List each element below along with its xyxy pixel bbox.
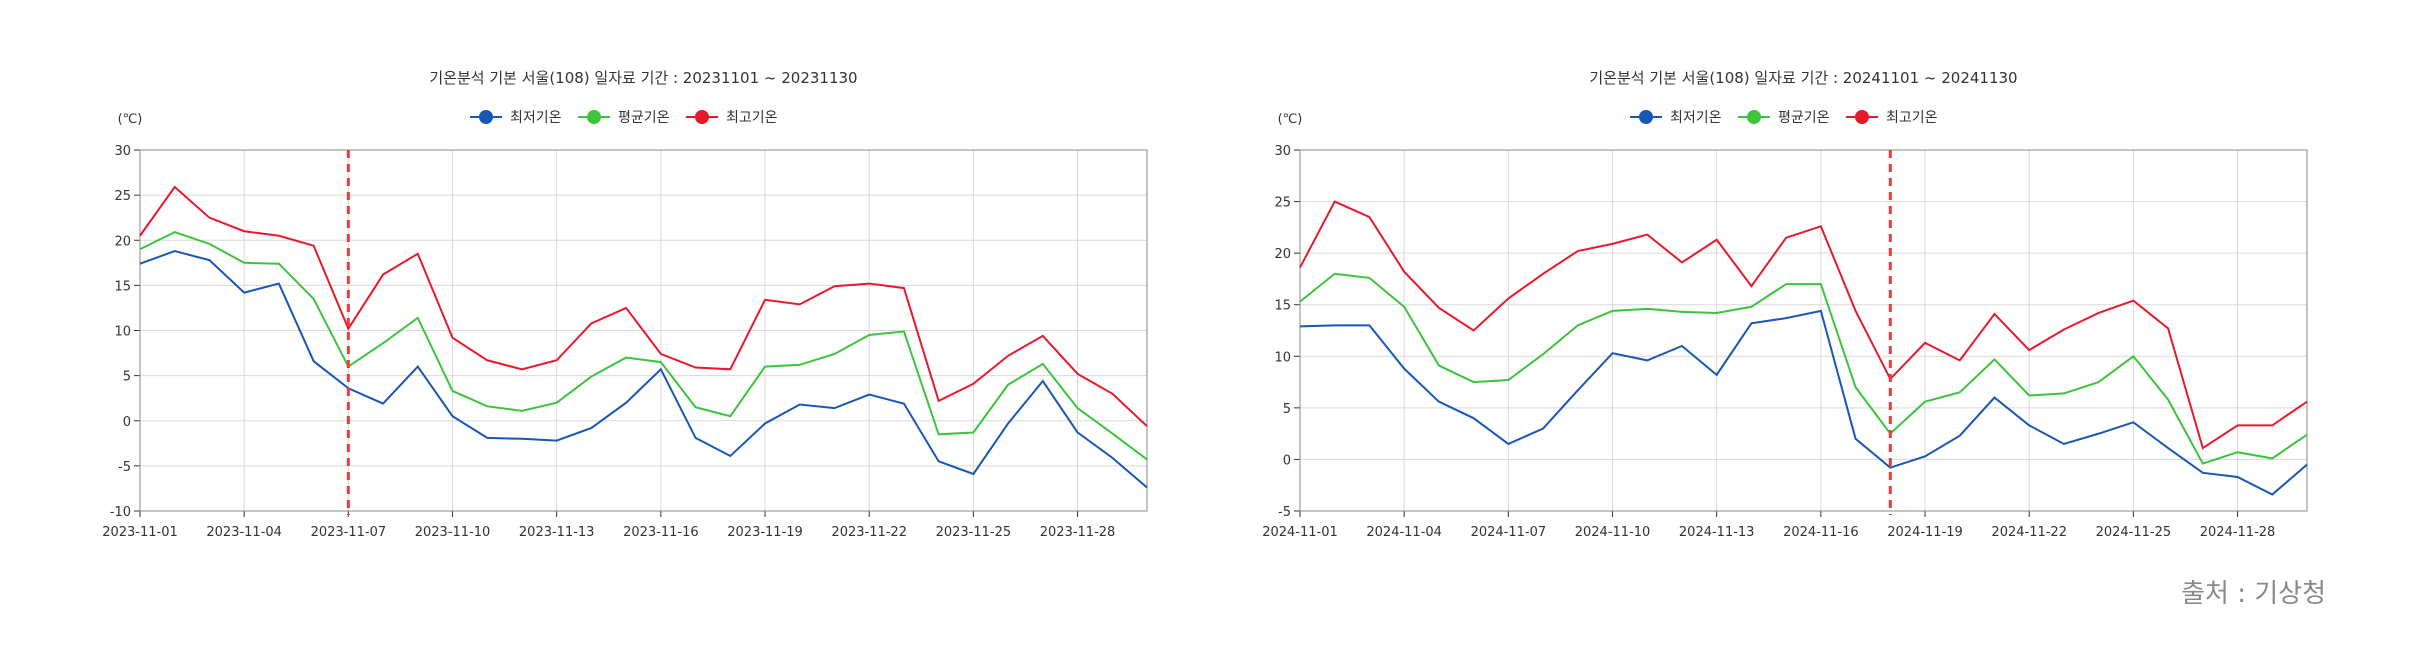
c0-y-tick-label: 15 [114, 279, 131, 294]
c0-legend-dot-2 [695, 110, 709, 124]
c1-x-tick-label: 2024-11-13 [1679, 525, 1755, 540]
c1-legend-item-0: 최저기온 [1630, 110, 1722, 126]
c0-x-tick-label: 2023-11-19 [727, 525, 803, 540]
c0-legend-label-2: 최고기온 [726, 110, 778, 126]
c0-x-tick-label: 2023-11-16 [623, 525, 699, 540]
c1-y-tick-label: 25 [1274, 196, 1291, 211]
c1-legend-dot-0 [1639, 110, 1653, 124]
c0-legend-item-0: 최저기온 [470, 110, 562, 126]
source-caption: 출처 : 기상청 [2181, 579, 2326, 609]
c1-legend-dot-1 [1747, 110, 1761, 124]
c1-y-tick-label: 5 [1283, 402, 1291, 417]
c0-legend-dot-0 [479, 110, 493, 124]
c1-y-axis-unit: (℃) [1278, 112, 1303, 127]
c1-legend-label-2: 최고기온 [1886, 110, 1938, 126]
c0-x-tick-label: 2023-11-25 [936, 525, 1012, 540]
c1-legend-item-2: 최고기온 [1846, 110, 1938, 126]
c0-y-tick-label: 0 [123, 415, 131, 430]
c0-y-tick-label: 30 [114, 144, 131, 159]
c0-y-tick-label: 25 [114, 189, 131, 204]
c0-legend-item-2: 최고기온 [686, 110, 778, 126]
c1-x-tick-label: 2024-11-25 [2096, 525, 2172, 540]
chart-2023-svg: 기온분석 기본 서울(108) 일자료 기간 : 20231101 ~ 2023… [102, 69, 1148, 540]
c0-x-tick-label: 2023-11-07 [311, 525, 387, 540]
c0-chart-title: 기온분석 기본 서울(108) 일자료 기간 : 20231101 ~ 2023… [429, 69, 857, 87]
c0-y-axis-unit: (℃) [118, 112, 143, 127]
c1-legend-item-1: 평균기온 [1738, 110, 1830, 126]
c1-series-line-2 [1299, 200, 2308, 450]
c1-x-tick-label: 2024-11-04 [1366, 525, 1442, 540]
c0-legend-item-1: 평균기온 [578, 110, 670, 126]
c1-x-tick-label: 2024-11-19 [1887, 525, 1963, 540]
c1-x-tick-label: 2024-11-01 [1262, 525, 1338, 540]
c0-legend-label-0: 최저기온 [510, 110, 562, 126]
c1-y-tick-label: -5 [1278, 505, 1291, 520]
chart-2024: 기온분석 기본 서울(108) 일자료 기간 : 20241101 ~ 2024… [1160, 0, 2367, 600]
c1-legend-label-0: 최저기온 [1670, 110, 1722, 126]
c1-chart-title: 기온분석 기본 서울(108) 일자료 기간 : 20241101 ~ 2024… [1589, 69, 2017, 87]
c1-plot-border [1299, 149, 2308, 512]
c1-y-tick-label: 15 [1274, 299, 1291, 314]
c0-x-tick-label: 2023-11-28 [1040, 525, 1116, 540]
c0-y-tick-label: 5 [123, 370, 131, 385]
c0-series-line-2 [139, 185, 1148, 427]
c0-x-tick-label: 2023-11-10 [415, 525, 491, 540]
c0-y-tick-label: -5 [118, 460, 131, 475]
c1-legend-label-1: 평균기온 [1778, 110, 1830, 126]
c1-x-tick-label: 2024-11-07 [1471, 525, 1547, 540]
c0-x-tick-label: 2023-11-22 [831, 525, 907, 540]
c1-x-tick-label: 2024-11-28 [2200, 525, 2276, 540]
chart-2023: 기온분석 기본 서울(108) 일자료 기간 : 20231101 ~ 2023… [0, 0, 1207, 600]
c1-y-tick-label: 10 [1274, 350, 1291, 365]
c1-y-tick-label: 30 [1274, 144, 1291, 159]
c0-series-line-0 [139, 250, 1148, 489]
c1-series-line-0 [1299, 309, 2308, 496]
c0-y-tick-label: -10 [110, 505, 131, 520]
c1-legend-dot-2 [1855, 110, 1869, 124]
c0-series-line-1 [139, 231, 1148, 461]
c0-plot-border [139, 149, 1148, 512]
c0-y-tick-label: 20 [114, 234, 131, 249]
c0-x-tick-label: 2023-11-04 [206, 525, 282, 540]
c1-x-tick-label: 2024-11-10 [1575, 525, 1651, 540]
c1-y-tick-label: 20 [1274, 247, 1291, 262]
chart-2024-svg: 기온분석 기본 서울(108) 일자료 기간 : 20241101 ~ 2024… [1262, 69, 2308, 540]
c0-x-tick-label: 2023-11-01 [102, 525, 178, 540]
c0-legend-dot-1 [587, 110, 601, 124]
c0-legend-label-1: 평균기온 [618, 110, 670, 126]
c0-y-tick-label: 10 [114, 325, 131, 340]
c1-series-line-1 [1299, 272, 2308, 465]
c1-x-tick-label: 2024-11-22 [1991, 525, 2067, 540]
c0-x-tick-label: 2023-11-13 [519, 525, 595, 540]
c1-x-tick-label: 2024-11-16 [1783, 525, 1859, 540]
c1-y-tick-label: 0 [1283, 453, 1291, 468]
